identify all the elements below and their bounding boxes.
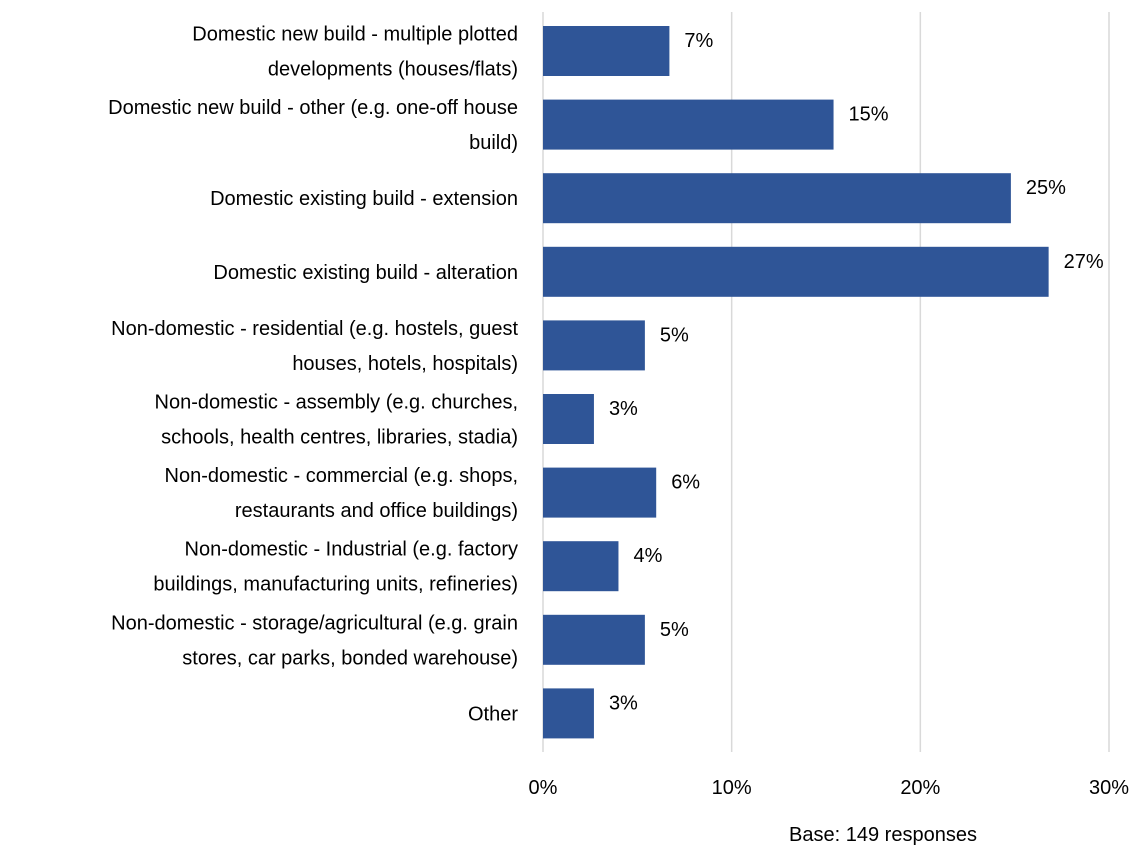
category-label: Domestic new build - multiple plotted dev… xyxy=(192,24,518,81)
data-label: 4% xyxy=(633,545,662,567)
bar xyxy=(543,467,657,518)
bar xyxy=(543,99,834,150)
data-label: 6% xyxy=(671,472,700,494)
category-label-line: Non-domestic - residential (e.g. hostels… xyxy=(111,318,518,340)
data-label: 3% xyxy=(609,398,638,420)
category-label-line: Domestic new build - other (e.g. one-off… xyxy=(108,97,518,119)
bar xyxy=(543,541,619,592)
bar xyxy=(543,614,645,665)
bar xyxy=(543,320,645,371)
data-label: 15% xyxy=(849,104,889,126)
category-label: Non-domestic - Industrial (e.g. factory b… xyxy=(153,539,518,596)
category-label-line: restaurants and office buildings) xyxy=(235,500,518,522)
bar xyxy=(543,26,670,76)
category-label: Domestic existing build - alteration xyxy=(213,262,518,284)
category-label-line: Other xyxy=(468,703,518,725)
category-label: Other xyxy=(468,703,518,725)
category-label-line: Domestic existing build - extension xyxy=(210,188,518,210)
category-label: Non-domestic - assembly (e.g. churches, s… xyxy=(155,392,518,449)
x-tick-label: 20% xyxy=(900,777,940,799)
category-label-line: Non-domestic - storage/agricultural (e.g… xyxy=(111,612,518,634)
category-label-line: Non-domestic - Industrial (e.g. factory xyxy=(185,539,518,561)
bar xyxy=(543,246,1049,297)
category-label-line: buildings, manufacturing units, refineri… xyxy=(153,574,518,596)
bar xyxy=(543,394,594,444)
bar xyxy=(543,688,594,739)
category-label: Domestic new build - other (e.g. one-off… xyxy=(108,97,518,154)
bar xyxy=(543,173,1011,224)
category-label-line: schools, health centres, libraries, stad… xyxy=(161,427,518,449)
category-labels: Domestic new build - multiple plotted dev… xyxy=(108,24,518,726)
category-label-line: houses, hotels, hospitals) xyxy=(292,353,518,375)
x-axis-tick-labels: 0% 10% 20% 30% xyxy=(529,777,1130,799)
bars xyxy=(543,26,1049,739)
category-label-line: Domestic existing build - alteration xyxy=(213,262,518,284)
category-label-line: developments (houses/flats) xyxy=(268,59,518,81)
data-label: 27% xyxy=(1064,251,1104,273)
category-label: Non-domestic - residential (e.g. hostels… xyxy=(111,318,518,375)
x-tick-label: 10% xyxy=(712,777,752,799)
category-label-line: build) xyxy=(469,132,518,154)
data-label: 7% xyxy=(684,30,713,52)
category-label: Non-domestic - storage/agricultural (e.g… xyxy=(111,612,518,669)
category-label: Non-domestic - commercial (e.g. shops, re… xyxy=(165,465,518,522)
data-label: 5% xyxy=(660,324,689,346)
x-tick-label: 30% xyxy=(1089,777,1129,799)
category-label: Domestic existing build - extension xyxy=(210,188,518,210)
data-label: 25% xyxy=(1026,177,1066,199)
category-label-line: Non-domestic - assembly (e.g. churches, xyxy=(155,392,518,414)
category-label-line: Non-domestic - commercial (e.g. shops, xyxy=(165,465,518,487)
x-tick-label: 0% xyxy=(529,777,558,799)
category-label-line: stores, car parks, bonded warehouse) xyxy=(182,647,518,669)
category-label-line: Domestic new build - multiple plotted xyxy=(192,24,518,46)
data-labels: 7% 15% 25% 27% 5% 3% 6% 4% 5% 3% xyxy=(609,30,1104,714)
base-note: Base: 149 responses xyxy=(789,824,977,846)
data-label: 5% xyxy=(660,619,689,641)
data-label: 3% xyxy=(609,692,638,714)
